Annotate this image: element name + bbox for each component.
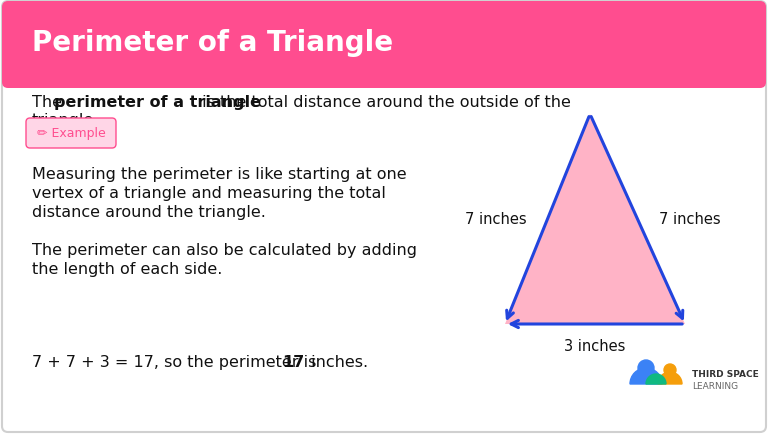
Text: vertex of a triangle and measuring the total: vertex of a triangle and measuring the t… bbox=[32, 186, 386, 201]
Text: 7 inches: 7 inches bbox=[659, 212, 720, 227]
Wedge shape bbox=[630, 368, 662, 384]
Circle shape bbox=[638, 360, 654, 376]
FancyBboxPatch shape bbox=[26, 119, 116, 149]
Text: THIRD SPACE: THIRD SPACE bbox=[692, 370, 759, 378]
Bar bbox=[8, 53, 760, 83]
Text: Perimeter of a Triangle: Perimeter of a Triangle bbox=[32, 29, 393, 57]
Text: triangle.: triangle. bbox=[32, 113, 99, 128]
Text: the length of each side.: the length of each side. bbox=[32, 261, 223, 276]
Text: is the total distance around the outside of the: is the total distance around the outside… bbox=[197, 95, 571, 110]
Text: 17: 17 bbox=[282, 354, 304, 369]
Text: The: The bbox=[32, 95, 67, 110]
Text: inches.: inches. bbox=[306, 354, 368, 369]
Text: distance around the triangle.: distance around the triangle. bbox=[32, 204, 266, 220]
Text: ✏ Example: ✏ Example bbox=[37, 127, 105, 140]
Text: 7 inches: 7 inches bbox=[465, 212, 526, 227]
Text: LEARNING: LEARNING bbox=[692, 381, 738, 391]
Circle shape bbox=[664, 364, 676, 376]
Text: 7 + 7 + 3 = 17, so the perimeter is: 7 + 7 + 3 = 17, so the perimeter is bbox=[32, 354, 322, 369]
Text: 3 inches: 3 inches bbox=[564, 339, 626, 354]
Text: The perimeter can also be calculated by adding: The perimeter can also be calculated by … bbox=[32, 243, 417, 257]
Wedge shape bbox=[646, 374, 666, 384]
Wedge shape bbox=[658, 372, 682, 384]
FancyBboxPatch shape bbox=[2, 2, 766, 89]
Text: Measuring the perimeter is like starting at one: Measuring the perimeter is like starting… bbox=[32, 167, 406, 181]
Polygon shape bbox=[505, 115, 685, 324]
Text: perimeter of a triangle: perimeter of a triangle bbox=[54, 95, 261, 110]
